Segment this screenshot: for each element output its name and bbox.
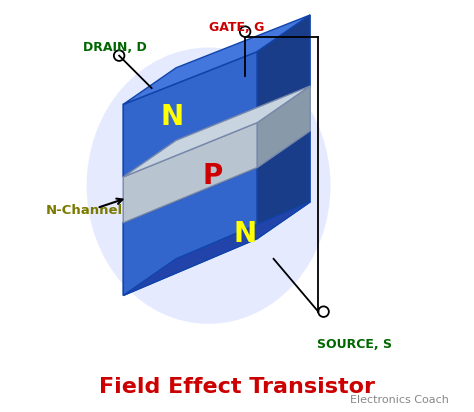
Polygon shape — [123, 15, 310, 104]
Text: GATE, G: GATE, G — [210, 21, 264, 34]
Text: N-Channel: N-Channel — [46, 204, 123, 217]
Text: N: N — [234, 220, 257, 248]
Polygon shape — [257, 86, 310, 167]
Text: DRAIN, D: DRAIN, D — [83, 41, 147, 54]
Text: P: P — [202, 162, 223, 190]
Ellipse shape — [87, 47, 330, 324]
Polygon shape — [257, 15, 310, 123]
Polygon shape — [123, 202, 310, 295]
Text: SOURCE, S: SOURCE, S — [318, 338, 392, 351]
Text: Electronics Coach: Electronics Coach — [350, 395, 449, 405]
Polygon shape — [123, 123, 257, 223]
Text: N: N — [160, 103, 183, 131]
Polygon shape — [123, 86, 310, 177]
Polygon shape — [123, 52, 257, 177]
Polygon shape — [123, 167, 257, 295]
Polygon shape — [257, 131, 310, 239]
Text: Field Effect Transistor: Field Effect Transistor — [99, 377, 375, 397]
